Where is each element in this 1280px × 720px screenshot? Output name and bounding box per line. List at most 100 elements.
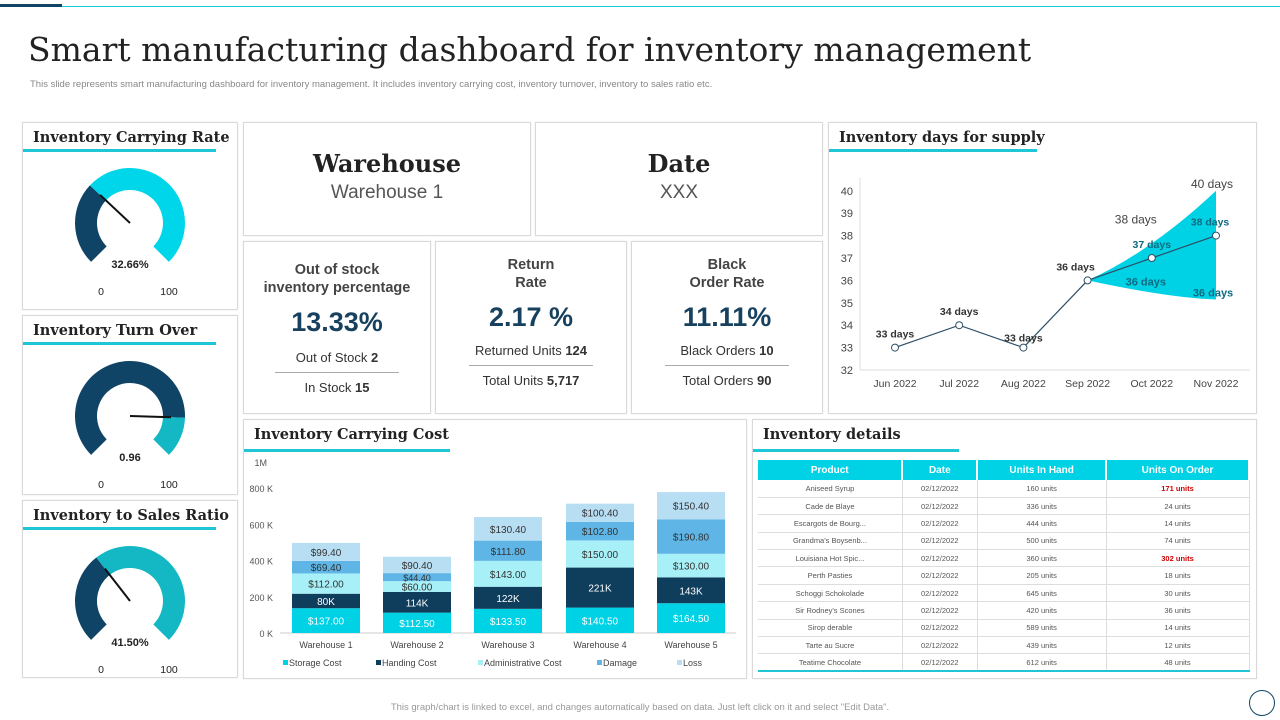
table-cell: 444 units — [977, 514, 1107, 533]
table-row: Sirop derable 02/12/2022 589 units 14 units — [758, 619, 1250, 638]
divider — [665, 365, 789, 366]
gauge-dial: 0.96 0 100 — [74, 360, 185, 491]
title-underline — [753, 449, 959, 452]
date-value[interactable]: XXX — [659, 182, 699, 203]
y-tick-label: 40 — [841, 186, 853, 198]
inventory-details-card: Inventory details Product Date Units In Ha… — [752, 419, 1257, 679]
table-cell: 336 units — [977, 497, 1107, 516]
data-point[interactable] — [891, 343, 899, 352]
data-point[interactable] — [955, 321, 964, 330]
table-cell: Perth Pasties — [758, 566, 903, 585]
gauge-value-arc — [75, 557, 110, 640]
gauge-max: 100 — [160, 286, 178, 298]
table-cell: 205 units — [977, 566, 1107, 585]
title-underline — [23, 527, 216, 530]
column-header[interactable]: Product — [758, 460, 904, 480]
kpi-card: Black Order Rate 11.11% Black Orders 10 T… — [631, 241, 823, 414]
table-cell: 24 units — [1106, 497, 1250, 516]
y-tick-label: 39 — [841, 208, 853, 220]
gauge-title: Inventory to Sales Ratio — [33, 507, 229, 524]
warehouse-card: Warehouse Warehouse 1 — [243, 122, 531, 236]
kpi-title-line2: Order Rate — [689, 275, 765, 291]
table-cell: 439 units — [977, 636, 1107, 655]
table-row: Perth Pasties 02/12/2022 205 units 18 units — [758, 566, 1250, 585]
data-point[interactable] — [1147, 254, 1156, 262]
data-point[interactable] — [1019, 343, 1028, 352]
gauge-min: 0 — [98, 664, 104, 676]
warehouse-value[interactable]: Warehouse 1 — [330, 182, 444, 203]
table-cell: 02/12/2022 — [902, 584, 978, 603]
supply-chart-title: Inventory days for supply — [839, 129, 1045, 146]
kpi-card: Return Rate 2.17 % Returned Units 124 Tot… — [435, 241, 627, 414]
table-cell: 14 units — [1106, 619, 1250, 638]
forecast-lower-label: 36 days — [1193, 287, 1233, 299]
series-line — [894, 235, 1217, 349]
gauge-value-arc — [75, 185, 107, 262]
kpi-detail-1: Black Orders 10 — [632, 343, 822, 358]
data-point[interactable] — [1212, 231, 1220, 240]
column-header[interactable]: Units On Order — [1106, 460, 1250, 480]
page-subtitle: This slide represents smart manufacturin… — [30, 79, 713, 90]
nav-circle-icon[interactable] — [1249, 690, 1275, 716]
gauge-card: Inventory to Sales Ratio 41.50% 0 100 — [22, 500, 238, 678]
table-cell: 160 units — [977, 480, 1107, 498]
forecast-lower-label: 36 days — [1126, 276, 1166, 288]
kpi-detail-2: Total Orders 90 — [632, 373, 822, 388]
kpi-value: 13.33% — [291, 307, 383, 337]
gauge-dial: 41.50% 0 100 — [75, 546, 185, 676]
data-label: 33 days — [1004, 333, 1043, 345]
table-cell: Sir Rodney's Scones — [758, 601, 903, 620]
forecast-upper-label: 40 days — [1191, 177, 1233, 191]
table-cell: 18 units — [1106, 566, 1250, 585]
title-underline — [244, 449, 450, 452]
x-tick-label: Nov 2022 — [1194, 378, 1239, 390]
column-header[interactable]: Date — [902, 460, 979, 480]
page-title: Smart manufacturing dashboard for invent… — [28, 30, 1032, 69]
table-row: Teatime Chocolate 02/12/2022 612 units 48 u… — [758, 653, 1250, 672]
inventory-table: Product Date Units In Hand Units On Order An… — [758, 460, 1250, 672]
y-tick-label: 38 — [841, 231, 853, 243]
kpi-value: 2.17 % — [488, 302, 574, 332]
data-point[interactable] — [1083, 276, 1092, 285]
kpi-detail-value: 5,717 — [546, 373, 580, 388]
table-cell: 02/12/2022 — [902, 532, 978, 551]
gauge-remaining-arc — [153, 417, 185, 455]
kpi-detail-value: 124 — [565, 343, 588, 358]
table-cell: Escargots de Bourg... — [758, 514, 903, 533]
data-label: 37 days — [1133, 239, 1172, 251]
x-tick-label: Jun 2022 — [873, 378, 916, 390]
gauge-min: 0 — [98, 479, 104, 491]
kpi-detail-label: Returned Units — [474, 343, 566, 358]
table-cell: 589 units — [977, 619, 1107, 638]
table-row: Sir Rodney's Scones 02/12/2022 420 units 36… — [758, 601, 1250, 620]
top-accent-dark — [0, 4, 62, 7]
column-header[interactable]: Units In Hand — [977, 460, 1108, 480]
table-cell: Cade de Blaye — [758, 497, 903, 516]
kpi-title-line1: Return — [507, 257, 555, 273]
table-row: Aniseed Syrup 02/12/2022 160 units 171 unit… — [758, 480, 1250, 498]
gauge-value-arc — [74, 360, 185, 455]
kpi-detail-1: Returned Units 124 — [436, 343, 626, 358]
kpi-title-line1: Out of stock — [294, 262, 380, 278]
table-cell: Sirop derable — [758, 619, 903, 638]
divider — [469, 365, 593, 366]
table-cell: 02/12/2022 — [902, 619, 978, 638]
table-cell: 48 units — [1106, 653, 1250, 672]
gauge-value: 0.96 — [119, 452, 140, 464]
gauge-card: Inventory Turn Over 0.96 0 100 — [22, 315, 238, 495]
x-tick-label: Jul 2022 — [939, 378, 979, 390]
cost-chart-card: Inventory Carrying Cost — [243, 419, 747, 679]
cost-chart-title: Inventory Carrying Cost — [254, 426, 449, 443]
gauge-needle — [99, 194, 131, 224]
table-cell: 02/12/2022 — [902, 480, 978, 498]
table-cell: 171 units — [1106, 480, 1250, 498]
kpi-title-line2: inventory percentage — [263, 280, 411, 296]
table-cell: 02/12/2022 — [902, 549, 978, 568]
data-label: 34 days — [940, 306, 979, 318]
table-cell: 02/12/2022 — [902, 653, 978, 672]
data-label: 38 days — [1191, 217, 1230, 229]
title-underline — [829, 149, 1037, 152]
gauge-dial: 32.66% 0 100 — [75, 167, 186, 298]
kpi-detail-label: Total Orders — [682, 373, 757, 388]
